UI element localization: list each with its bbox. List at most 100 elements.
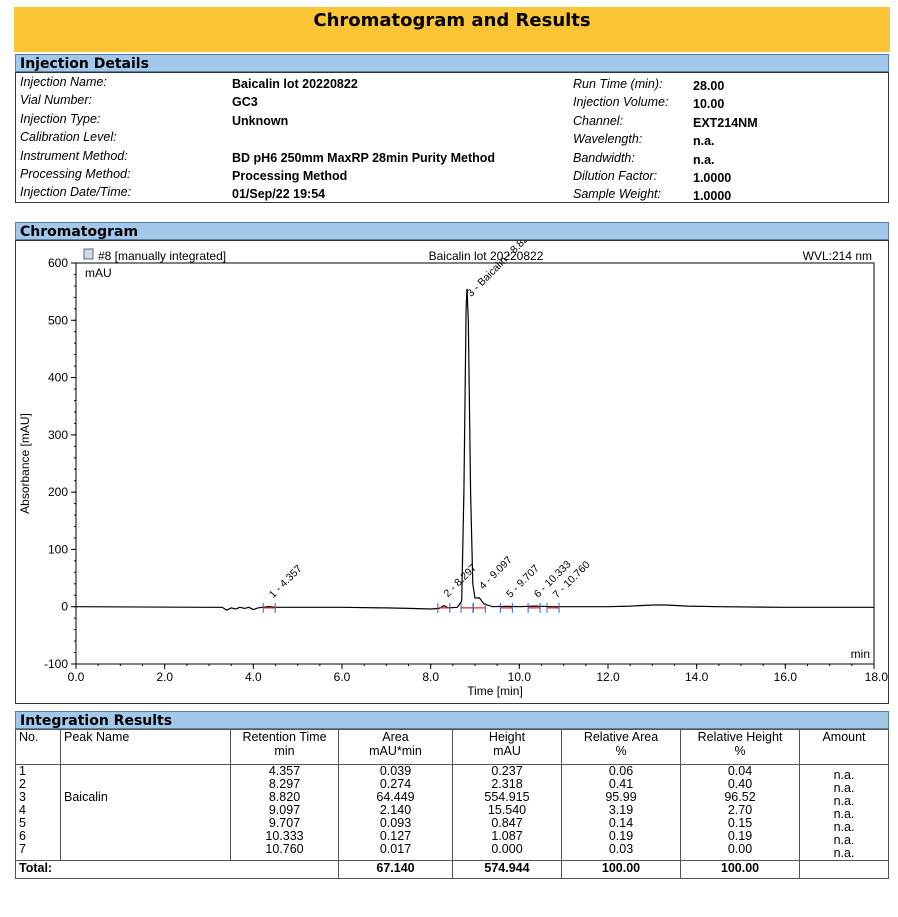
total-label: Total: [15,860,339,879]
cell-rel-height: 0.00 [727,842,753,856]
cell-rel-area: 3.19 [608,803,634,817]
col-peak-name-header: Peak Name [60,729,231,765]
cell-area: 0.039 [379,764,412,778]
detail-value: 1.0000 [693,171,732,185]
detail-label: Processing Method: [20,167,131,181]
col-rt-header: Retention Time min [230,729,339,765]
x-tick-label: 2.0 [156,670,173,684]
col-height-cells: 0.237 2.318 554.915 15.540 0.847 1.087 0.000 [452,764,562,861]
cell-area: 0.017 [379,842,412,856]
detail-value: 1.0000 [693,189,732,204]
cell-name [64,843,227,856]
detail-value: EXT214NM [693,115,758,130]
cell-height: 0.237 [491,764,523,778]
col-rel-area-cells: 0.06 0.41 95.99 3.19 0.14 0.19 0.03 [561,764,681,861]
cell-no: 7 [19,842,26,856]
cell-rt: 9.097 [268,803,301,817]
detail-value: GC3 [232,95,258,110]
report-title: Chromatogram and Results [313,10,591,31]
total-area: 67.140 [338,860,453,879]
col-height-header: Height mAU [452,729,562,765]
y-tick-label: -100 [44,657,68,671]
detail-value: BD pH6 250mm MaxRP 28min Purity Method [232,150,496,165]
x-axis-label: Time [min] [467,684,523,698]
detail-value: 01/Sep/22 19:54 [232,187,326,202]
cell-no: 4 [19,803,26,817]
detail-label: Dilution Factor: [573,169,658,183]
col-rel-height-cells: 0.04 0.40 96.52 2.70 0.15 0.19 0.00 [680,764,800,861]
cell-rt: 8.820 [268,790,301,804]
cell-height: 2.318 [491,777,523,791]
cell-amount: n.a. [833,794,855,808]
cell-rt: 9.707 [268,816,301,830]
y-tick-label: 400 [48,371,68,385]
cell-area: 64.449 [376,790,415,804]
cell-name [64,765,227,778]
cell-amount: n.a. [833,781,855,795]
detail-label: Injection Date/Time: [20,185,132,200]
x-tick-label: 6.0 [334,670,351,684]
cell-rel-height: 0.19 [727,829,753,843]
col-area-cells: 0.039 0.274 64.449 2.140 0.093 0.127 0.017 [338,764,453,861]
col-area-header: Area mAU*min [338,729,453,765]
cell-rt: 10.333 [265,829,304,843]
y-axis-label: Absorbance [mAU] [18,413,32,514]
cell-area: 0.274 [379,777,412,791]
wavelength-label: WVL:214 nm [803,249,872,263]
detail-value: n.a. [693,152,715,167]
cell-rel-area: 0.14 [608,816,634,830]
cell-no: 3 [19,790,26,804]
cell-height: 554.915 [484,790,530,804]
col-rel-area-header: Relative Area% [561,729,681,765]
x-tick-label: 8.0 [422,670,439,684]
cell-rt: 10.760 [265,842,304,856]
detail-label: Injection Name: [20,75,107,89]
detail-label: Run Time (min): [573,77,663,91]
cell-no: 6 [19,829,26,843]
plot-frame [75,262,875,665]
table-total-row: Total: 67.140 574.944 100.00 100.00 [15,860,889,879]
cell-no: 2 [19,777,26,791]
report-title-bar: Chromatogram and Results [14,7,890,52]
detail-label: Wavelength: [573,132,643,147]
chromatogram-heading: Chromatogram [15,222,889,240]
integration-results-heading: Integration Results [15,711,889,729]
detail-label: Injection Volume: [573,95,669,110]
y-tick-label: 0 [61,600,68,614]
cell-area: 0.093 [379,816,412,830]
cell-height: 1.087 [491,829,523,843]
cell-amount: n.a. [833,768,855,782]
total-height: 574.944 [452,860,562,879]
cell-amount: n.a. [833,833,855,847]
detail-label: Vial Number: [20,93,93,108]
cell-height: 15.540 [487,803,527,817]
y-unit-label: mAU [85,266,112,280]
col-rel-height-header: Relative Height% [680,729,800,765]
cell-name: Baicalin [64,790,108,804]
detail-value: Unknown [232,113,289,128]
x-tick-label: 14.0 [685,670,709,684]
cell-amount: n.a. [833,807,855,821]
x-tick-label: 18.0 [865,670,888,684]
total-rel-height: 100.00 [680,860,800,879]
cell-rel-height: 0.40 [727,777,753,791]
col-amount-cells: n.a. n.a. n.a. n.a. n.a. n.a. n.a. [799,764,889,861]
integration-results-table: No. Peak Name Retention Time min Area mAU*… [15,729,889,879]
y-tick-label: 200 [48,485,68,499]
detail-label: Instrument Method: [20,148,128,163]
detail-label: Calibration Level: [20,130,117,145]
y-tick-label: 300 [48,428,68,442]
chromatogram-chart: -100 0 100 200 300 400 500 600 0.0 2.0 4.0 6.0 8.0 10… [18,241,888,698]
cell-rel-height: 96.52 [724,790,756,804]
injection-details-heading: Injection Details [15,54,889,72]
detail-label: Injection Type: [20,111,101,126]
total-amount [799,860,889,879]
cell-rel-area: 0.06 [608,764,634,778]
cell-name [64,830,227,843]
y-tick-label: 100 [48,542,68,556]
x-tick-label: 0.0 [68,670,85,684]
cell-amount: n.a. [833,846,855,860]
trace-icon [83,248,94,260]
detail-value: n.a. [693,134,715,149]
